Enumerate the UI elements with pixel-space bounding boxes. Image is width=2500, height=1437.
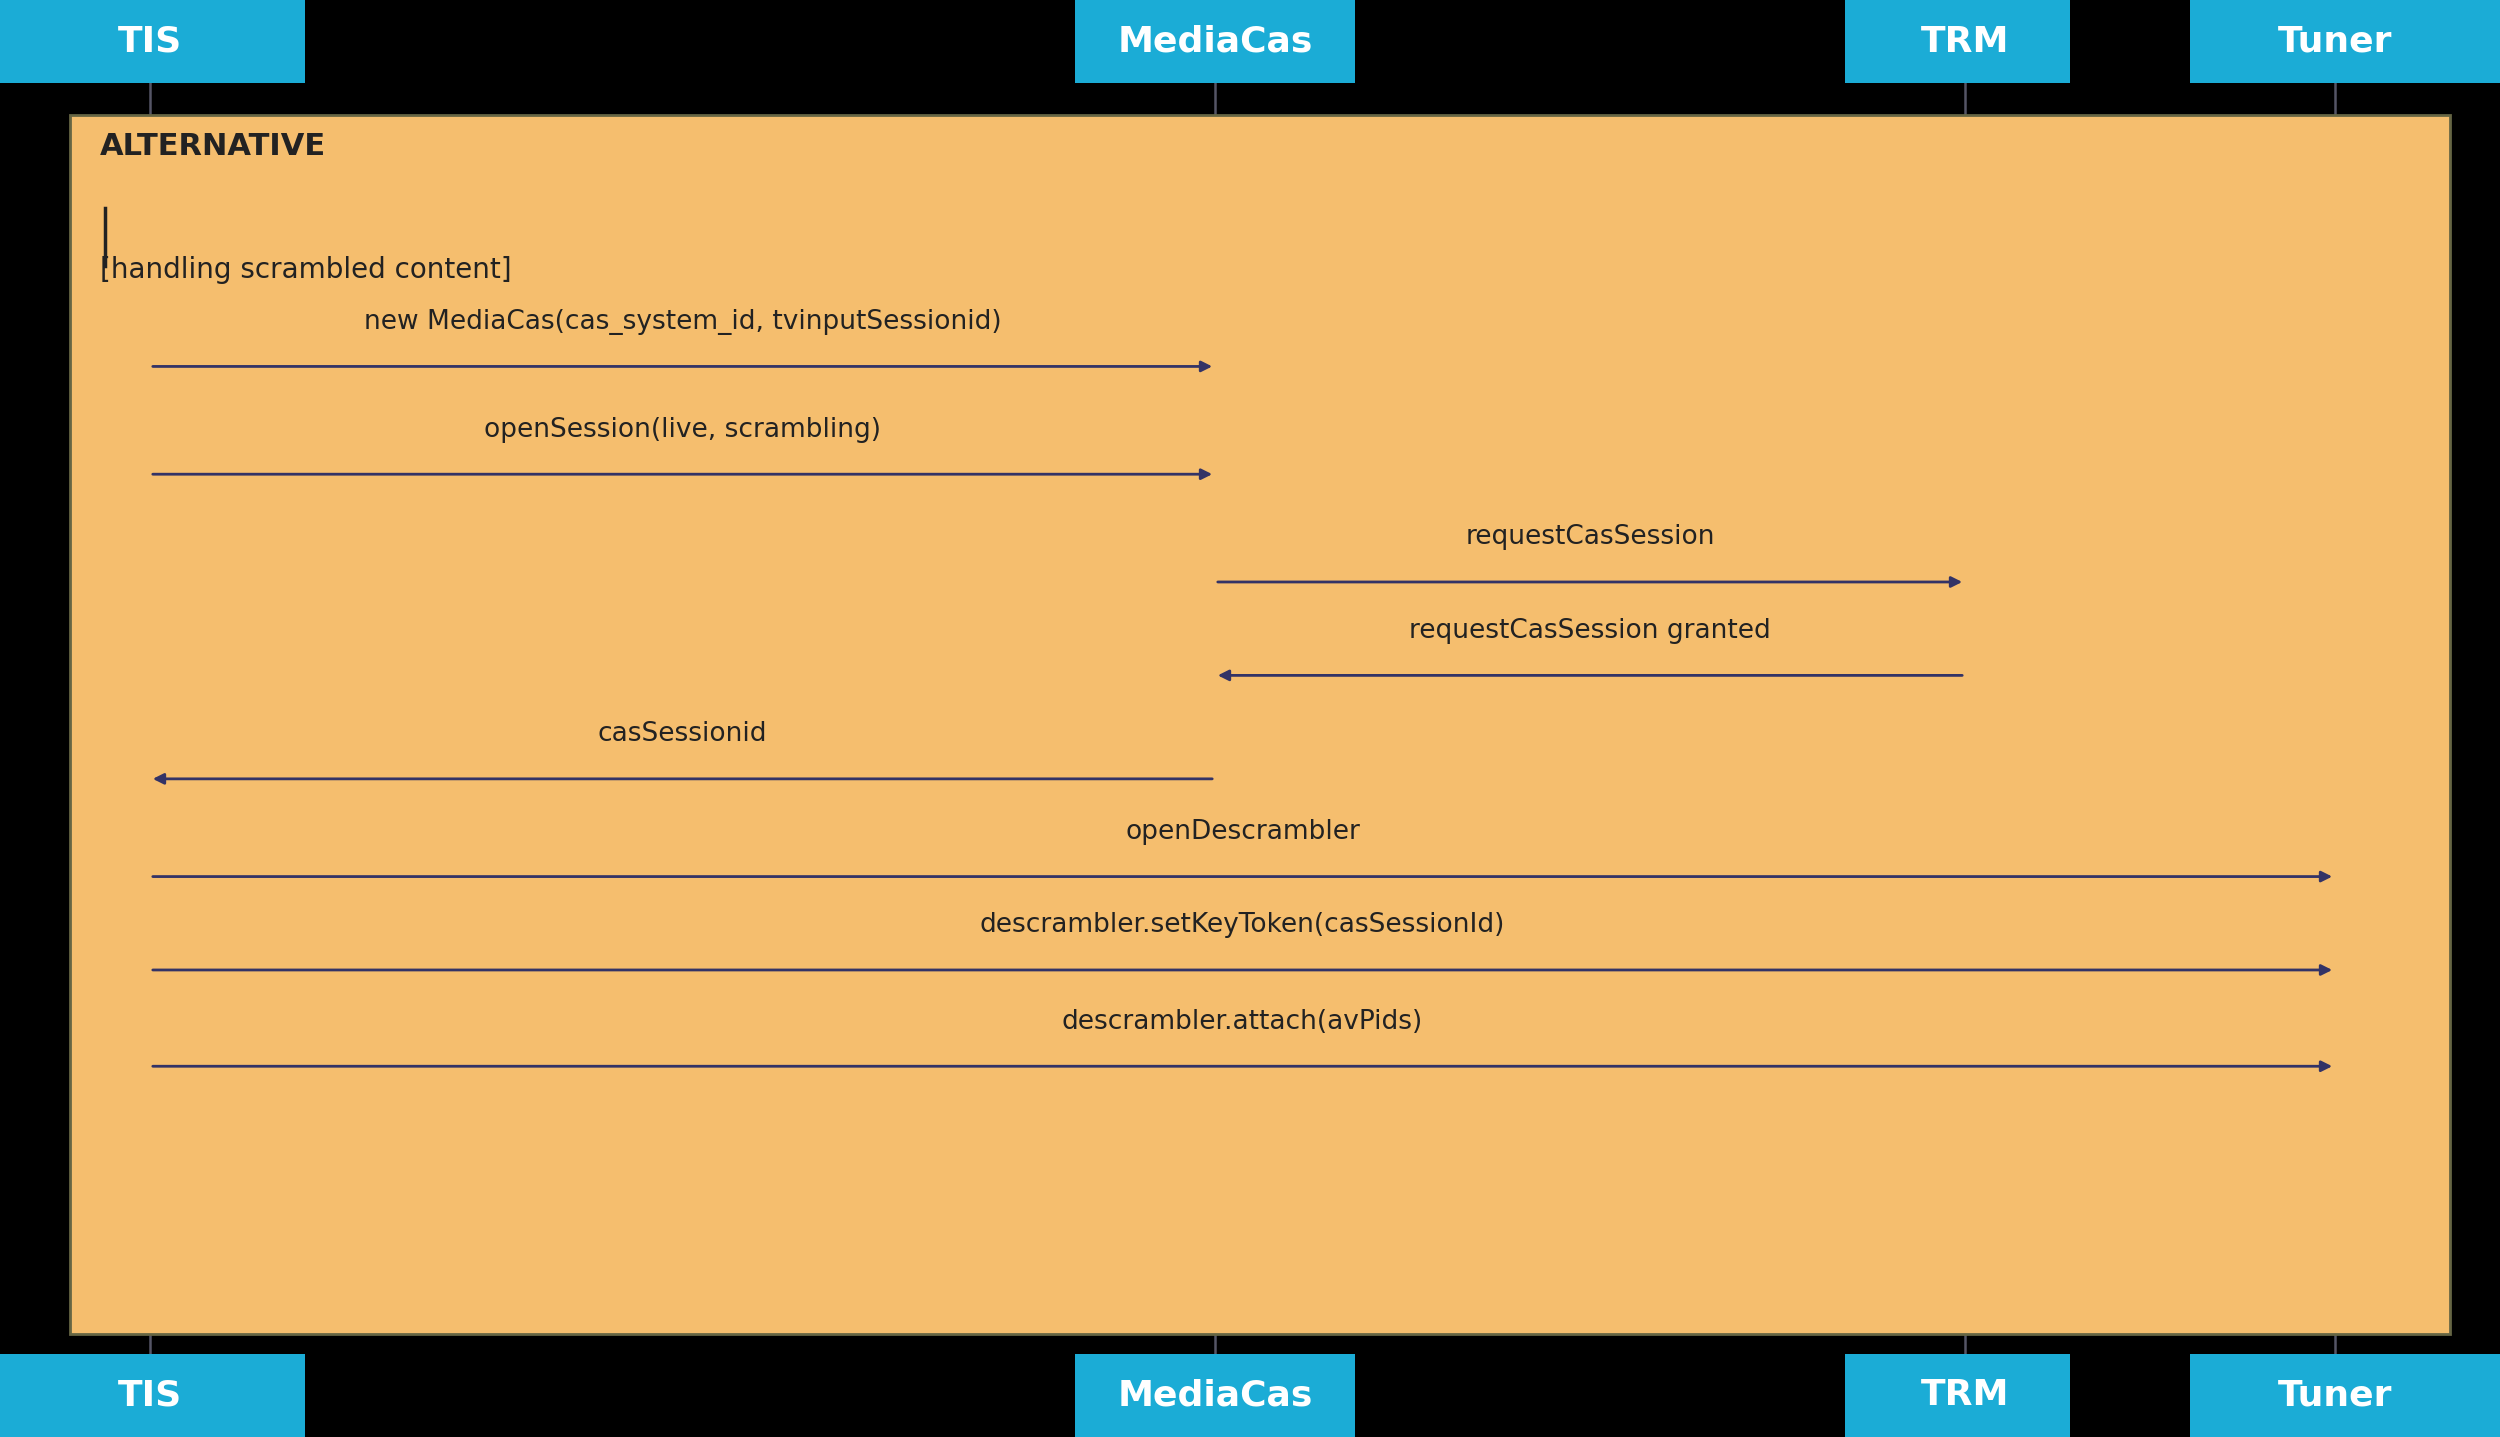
Text: requestCasSession: requestCasSession	[1465, 525, 1715, 550]
Bar	[70, 115, 2450, 1334]
Text: descrambler.attach(avPids): descrambler.attach(avPids)	[1062, 1009, 1422, 1035]
Bar	[1845, 0, 2070, 83]
Bar	[2190, 1354, 2500, 1437]
Text: [handling scrambled content]: [handling scrambled content]	[100, 256, 512, 283]
Text: TIS: TIS	[118, 1378, 182, 1413]
Text: requestCasSession granted: requestCasSession granted	[1410, 618, 1770, 644]
Text: openSession(live, scrambling): openSession(live, scrambling)	[485, 417, 880, 443]
Text: new MediaCas(cas_system_id, tvinputSessionid): new MediaCas(cas_system_id, tvinputSessi…	[362, 309, 1002, 335]
Text: TRM: TRM	[1920, 1378, 2010, 1413]
Text: descrambler.setKeyToken(casSessionId): descrambler.setKeyToken(casSessionId)	[980, 912, 1505, 938]
Text: ALTERNATIVE: ALTERNATIVE	[100, 132, 325, 161]
Text: TIS: TIS	[118, 24, 182, 59]
Bar	[0, 0, 305, 83]
Text: Tuner: Tuner	[2278, 1378, 2392, 1413]
Bar	[2190, 0, 2500, 83]
Bar	[1075, 0, 1355, 83]
Text: casSessionid: casSessionid	[598, 721, 768, 747]
Text: TRM: TRM	[1920, 24, 2010, 59]
Bar	[0, 1354, 305, 1437]
Text: Tuner: Tuner	[2278, 24, 2392, 59]
Bar	[1075, 1354, 1355, 1437]
Text: openDescrambler: openDescrambler	[1125, 819, 1360, 845]
Text: MediaCas: MediaCas	[1118, 1378, 1312, 1413]
Text: MediaCas: MediaCas	[1118, 24, 1312, 59]
Bar	[1845, 1354, 2070, 1437]
